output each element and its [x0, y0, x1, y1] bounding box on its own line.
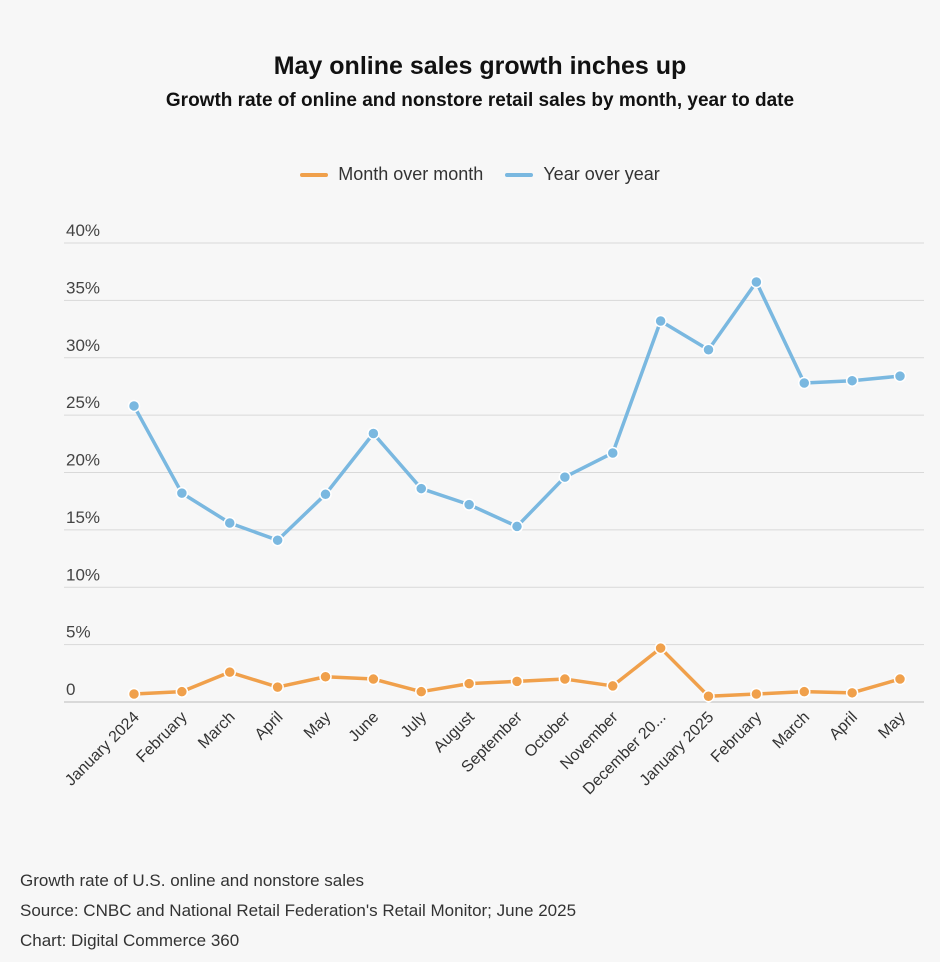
y-tick-label: 15% — [66, 508, 100, 527]
y-tick-label: 0 — [66, 680, 75, 699]
data-point — [654, 641, 667, 655]
legend-label-mom: Month over month — [338, 164, 484, 184]
data-point — [558, 470, 572, 484]
data-point — [845, 686, 859, 700]
x-tick-label: February — [133, 709, 190, 766]
data-point — [319, 488, 332, 501]
chart-subtitle: Growth rate of online and nonstore retai… — [165, 90, 795, 111]
y-tick-label: 20% — [66, 451, 100, 470]
data-point — [558, 672, 572, 686]
data-point — [750, 275, 763, 289]
x-tick-label: June — [346, 709, 383, 746]
x-tick-label: February — [708, 709, 765, 766]
data-point — [223, 665, 236, 679]
data-point — [798, 685, 811, 698]
x-tick-label: December 20... — [580, 709, 669, 798]
data-point — [654, 314, 667, 328]
data-point — [845, 374, 859, 387]
x-tick-label: July — [398, 709, 430, 741]
legend: Month over month Year over year — [0, 164, 940, 185]
footer-note: Growth rate of U.S. online and nonstore … — [20, 871, 364, 890]
y-tick-label: 40% — [66, 221, 100, 240]
data-point — [271, 533, 284, 547]
x-tick-label: April — [826, 709, 861, 744]
data-point — [510, 520, 524, 533]
legend-item-yoy[interactable]: Year over year — [505, 164, 660, 185]
x-tick-label: January 2024 — [62, 709, 143, 790]
data-point — [319, 670, 332, 684]
y-tick-label: 10% — [66, 565, 100, 584]
legend-swatch-yoy — [505, 172, 534, 177]
x-tick-label: August — [431, 708, 479, 756]
data-point — [750, 687, 763, 701]
y-tick-label: 30% — [66, 336, 100, 355]
data-point — [271, 680, 284, 694]
data-point — [606, 446, 619, 460]
data-point — [462, 677, 476, 690]
data-point — [702, 343, 715, 356]
data-point — [462, 498, 476, 511]
footer-source: Source: CNBC and National Retail Federat… — [20, 901, 577, 920]
data-point — [893, 369, 907, 383]
data-point — [175, 486, 189, 500]
x-tick-label: May — [301, 709, 334, 742]
x-tick-label: March — [195, 709, 238, 752]
data-point — [367, 672, 380, 686]
chart-title: May online sales growth inches up — [273, 52, 687, 80]
data-point — [415, 482, 428, 495]
footer-credit: Chart: Digital Commerce 360 — [20, 931, 240, 950]
data-point — [606, 679, 619, 693]
y-tick-label: 25% — [66, 393, 100, 412]
data-point — [127, 399, 141, 413]
legend-item-mom[interactable]: Month over month — [300, 164, 483, 185]
data-point — [367, 427, 380, 440]
series-line-mom — [132, 646, 902, 699]
data-point — [127, 687, 141, 701]
data-point — [702, 690, 715, 703]
series-line-yoy — [132, 280, 902, 542]
legend-label-yoy: Year over year — [543, 164, 660, 184]
y-tick-label: 5% — [66, 623, 91, 642]
legend-swatch-mom — [300, 172, 329, 177]
data-point — [510, 675, 524, 688]
x-tick-label: April — [252, 709, 287, 744]
data-point — [798, 376, 811, 390]
data-point — [175, 685, 189, 698]
data-point — [893, 672, 907, 686]
x-tick-label: May — [875, 709, 908, 742]
data-point — [223, 516, 236, 530]
chart-footer: Growth rate of U.S. online and nonstore … — [20, 866, 576, 956]
x-tick-label: March — [770, 709, 813, 752]
y-tick-label: 35% — [66, 278, 100, 297]
data-point — [415, 685, 428, 698]
